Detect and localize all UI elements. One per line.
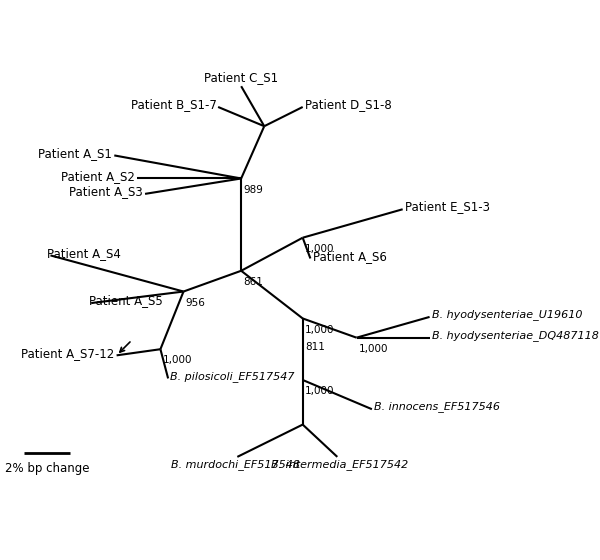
Text: 2% bp change: 2% bp change [5,462,89,475]
Text: Patient D_S1-8: Patient D_S1-8 [305,98,392,111]
Text: B. intermedia_EF517542: B. intermedia_EF517542 [271,459,408,470]
Text: Patient A_S5: Patient A_S5 [89,294,163,307]
Text: Patient C_S1: Patient C_S1 [204,71,278,84]
Text: B. murdochi_EF517548: B. murdochi_EF517548 [171,459,300,470]
Text: 1,000: 1,000 [163,356,192,365]
Text: B. hyodysenteriae_DQ487118: B. hyodysenteriae_DQ487118 [432,330,599,341]
Text: 956: 956 [186,298,206,307]
Text: 1,000: 1,000 [305,325,335,335]
Text: 861: 861 [244,277,263,287]
Text: Patient A_S2: Patient A_S2 [61,170,135,183]
Text: Patient A_S7-12: Patient A_S7-12 [21,347,114,360]
Text: 989: 989 [244,185,263,195]
Text: 1,000: 1,000 [305,386,335,396]
Text: 811: 811 [305,342,325,352]
Text: 1,000: 1,000 [305,244,335,254]
Text: B. innocens_EF517546: B. innocens_EF517546 [374,402,500,412]
Text: Patient A_S6: Patient A_S6 [313,250,386,263]
Text: B. pilosicoli_EF517547: B. pilosicoli_EF517547 [170,371,295,381]
Text: Patient A_S3: Patient A_S3 [69,185,143,198]
Text: B. hyodysenteriae_U19610: B. hyodysenteriae_U19610 [432,309,583,320]
Text: Patient A_S1: Patient A_S1 [38,147,112,160]
Text: Patient B_S1-7: Patient B_S1-7 [131,98,217,111]
Text: Patient E_S1-3: Patient E_S1-3 [405,200,490,213]
Text: Patient A_S4: Patient A_S4 [47,246,121,260]
Text: 1,000: 1,000 [359,344,388,354]
